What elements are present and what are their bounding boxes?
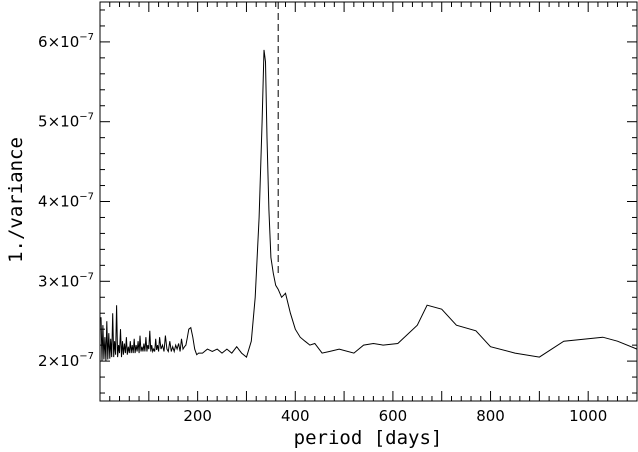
x-tick-labels: 200 400 600 800 1000: [183, 407, 607, 425]
series-line: [100, 49, 638, 362]
y-axis-label: 1./variance: [5, 137, 27, 263]
y-tick-exponent: −7: [79, 271, 94, 282]
plot-frame: [99, 1, 638, 402]
tick-marks: [100, 2, 637, 401]
y-tick-exponent: −7: [79, 192, 94, 203]
y-tick-label: 4×10−7: [38, 192, 94, 211]
y-tick-mantissa: 4×10: [38, 193, 79, 211]
x-tick-label: 800: [476, 407, 505, 425]
y-tick-exponent: −7: [79, 32, 94, 43]
x-tick-label: 1000: [569, 407, 607, 425]
y-tick-label: 2×10−7: [38, 351, 94, 370]
x-tick-label: 600: [379, 407, 408, 425]
y-tick-mantissa: 3×10: [38, 272, 79, 290]
y-tick-label: 6×10−7: [38, 32, 94, 51]
y-tick-labels: 2×10−73×10−74×10−75×10−76×10−7: [38, 32, 94, 370]
x-axis-label: period [days]: [294, 427, 443, 449]
y-tick-mantissa: 5×10: [38, 113, 79, 131]
y-tick-mantissa: 2×10: [38, 352, 79, 370]
x-tick-label: 400: [281, 407, 310, 425]
y-tick-label: 3×10−7: [38, 271, 94, 290]
y-tick-exponent: −7: [79, 112, 94, 123]
x-tick-label: 200: [183, 407, 212, 425]
y-tick-label: 5×10−7: [38, 112, 94, 131]
y-tick-exponent: −7: [79, 351, 94, 362]
y-tick-mantissa: 6×10: [38, 33, 79, 51]
